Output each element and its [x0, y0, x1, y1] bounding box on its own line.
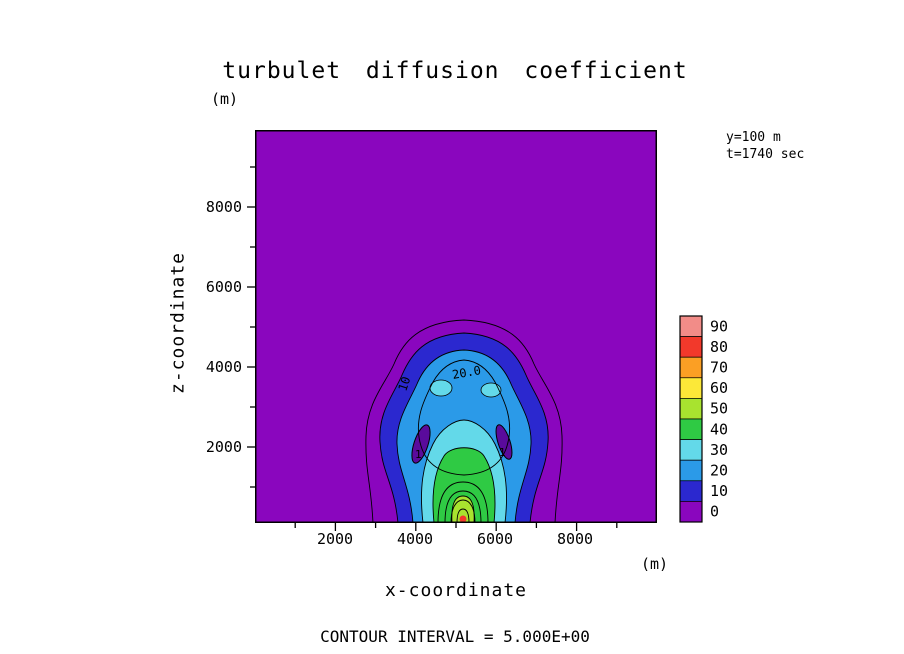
- colorbar-label: 40: [710, 420, 728, 438]
- z-axis-unit: (m): [211, 90, 239, 108]
- colorbar-segment: [679, 418, 703, 440]
- colorbar-label: 60: [710, 379, 728, 397]
- colorbar-segment: [679, 501, 703, 523]
- colorbar-label: 20: [710, 462, 728, 480]
- z-axis-label: z-coordinate: [167, 251, 189, 395]
- plot-frame: [255, 130, 657, 523]
- contour-interval-note: CONTOUR INTERVAL = 5.000E+00: [320, 627, 590, 646]
- colorbar-label: 90: [710, 317, 728, 335]
- annotation-y-slice: y=100 m: [726, 130, 781, 145]
- low-value-pocket-left: [411, 424, 431, 464]
- contour-line-5: [365, 319, 563, 524]
- z-tick-label: 6000: [205, 278, 242, 296]
- colorbar-segment: [679, 398, 703, 420]
- colorbar-segment: [679, 377, 703, 399]
- contour-line-30: [421, 419, 507, 524]
- colorbar-frame: [679, 315, 703, 523]
- colorbar-label: 0: [710, 503, 719, 521]
- contour-line-base-2: [444, 490, 482, 524]
- contour-line-base-3: [450, 499, 476, 524]
- contour-fill-max-core: [459, 515, 467, 523]
- low-value-pocket-right: [495, 424, 513, 460]
- contour-line-40: [432, 447, 496, 524]
- contour-fill-30-blob-right: [480, 382, 502, 398]
- contour-label-1-right: 1: [499, 446, 506, 459]
- x-tick-label: 4000: [396, 530, 434, 548]
- colorbar-segments: [679, 315, 703, 523]
- colorbar-label: 70: [710, 359, 728, 377]
- colorbar-label: 80: [710, 338, 728, 356]
- contour-line-15: [417, 359, 511, 476]
- contour-line-base-1: [437, 481, 489, 524]
- annotation-time: t=1740 sec: [726, 147, 805, 162]
- x-tick-label: 8000: [556, 530, 594, 548]
- contour-lines: [365, 319, 563, 524]
- colorbar-label: 10: [710, 482, 728, 500]
- z-tick-label: 2000: [205, 438, 242, 456]
- contour-label-10: 10: [396, 375, 414, 393]
- colorbar-label: 30: [710, 441, 728, 459]
- colorbar-segment: [679, 480, 703, 502]
- contour-line-base-4: [456, 508, 470, 524]
- contour-line-10: [379, 332, 549, 524]
- contour-plot-canvas: 20.0 10 1 1: [247, 130, 657, 531]
- colorbar-label: 50: [710, 400, 728, 418]
- z-tick-label: 8000: [205, 198, 242, 216]
- x-axis-ticks: [294, 523, 618, 531]
- contour-label-20: 20.0: [451, 363, 482, 382]
- x-tick-label: 2000: [316, 530, 354, 548]
- contour-fill-40: [433, 447, 495, 523]
- colorbar: 90 80 70 60 50 40 30 20 10 0: [679, 315, 728, 523]
- z-axis-ticks: [247, 166, 255, 488]
- plot-title: turbulet diffusion coefficient: [222, 58, 688, 84]
- colorbar-segment: [679, 356, 703, 379]
- contour-label-1-left: 1: [415, 448, 422, 461]
- contour-line-20: [396, 349, 532, 524]
- colorbar-segment: [679, 439, 703, 461]
- colorbar-segment: [679, 336, 703, 358]
- z-tick-label: 4000: [205, 358, 242, 376]
- colorbar-segment: [679, 315, 703, 337]
- colorbar-segment: [679, 459, 703, 482]
- x-axis-unit: (m): [641, 555, 669, 573]
- colorbar-labels: 90 80 70 60 50 40 30 20 10 0: [710, 317, 728, 520]
- x-axis-label: x-coordinate: [384, 580, 528, 601]
- x-tick-label: 6000: [476, 530, 514, 548]
